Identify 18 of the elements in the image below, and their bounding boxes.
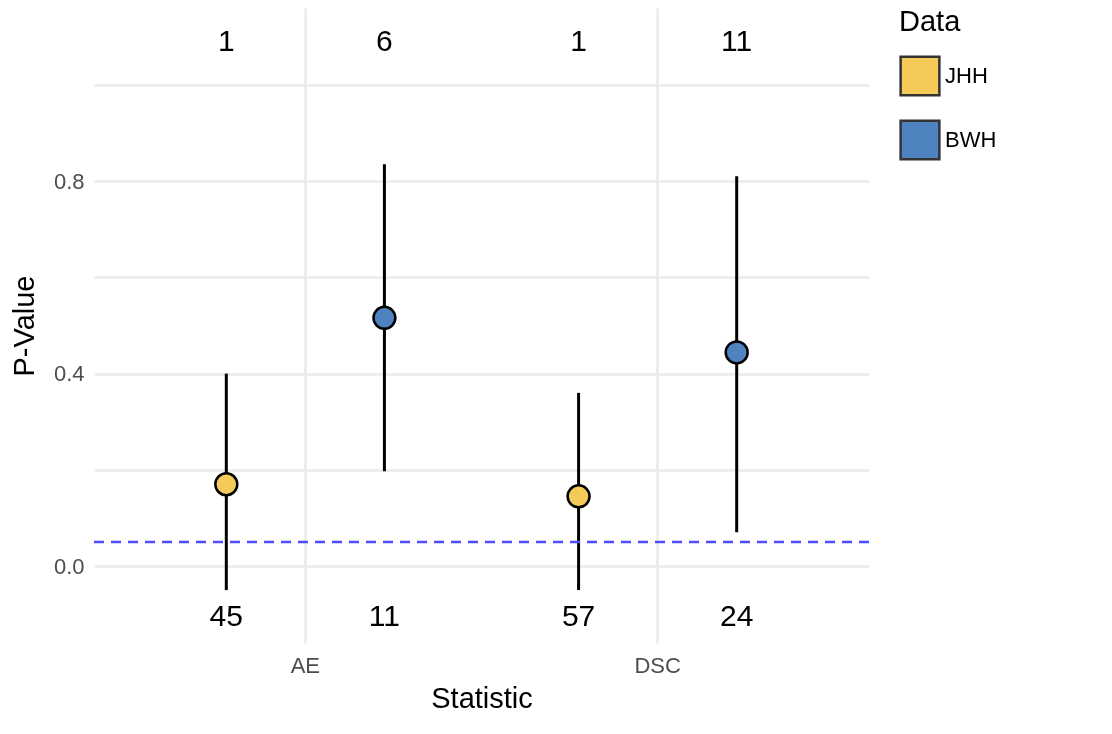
annotation: 11: [368, 599, 400, 632]
x-tick-label: DSC: [634, 652, 681, 678]
legend-label: JHH: [945, 63, 988, 88]
annotation: 45: [209, 599, 243, 632]
x-tick-label: AE: [290, 652, 321, 678]
legend-title: Data: [899, 5, 962, 37]
annotation: 57: [561, 599, 596, 632]
y-tick-label: 0.0: [53, 553, 85, 579]
annotation: 11: [721, 24, 753, 57]
annotation: 24: [720, 599, 754, 632]
y-axis-title: P-Value: [7, 275, 40, 377]
y-tick-label: 0.8: [53, 168, 85, 194]
annotation: 1: [217, 24, 235, 57]
y-tick-label: 0.4: [53, 361, 85, 387]
x-axis-title: Statistic: [431, 681, 533, 714]
annotation: 6: [376, 24, 393, 57]
legend-label: BWH: [945, 127, 997, 152]
annotation: 1: [570, 24, 587, 57]
